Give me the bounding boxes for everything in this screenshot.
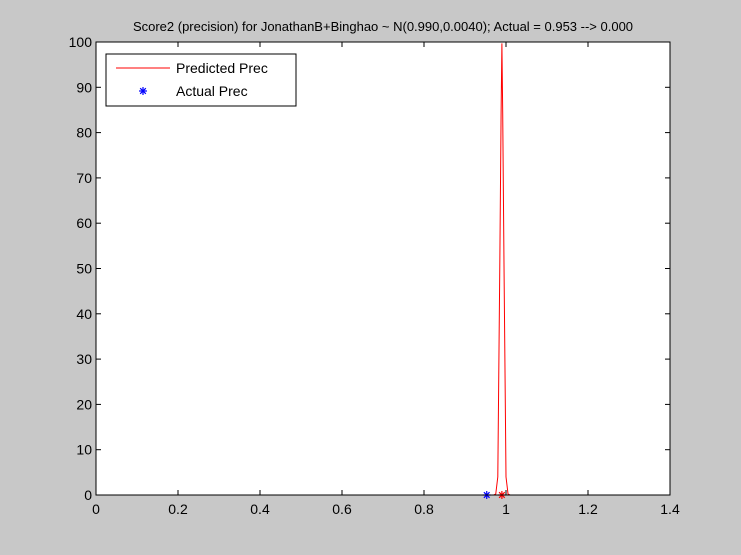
axes-area	[96, 42, 670, 495]
ticks-layer: 0 0.2 0.4 0.6 0.8 1 1.2 1.4 0 10 20 30 40 50 60 70 80 90 1…	[69, 34, 680, 517]
legend-actual-label: Actual Prec	[176, 83, 248, 99]
y-tick-label: 50	[76, 261, 92, 277]
axes-frame	[95, 41, 671, 496]
y-tick-label: 20	[76, 396, 92, 412]
x-tick-label: 0.6	[332, 501, 352, 517]
x-tick-label: 1.2	[578, 501, 598, 517]
y-tick-label: 90	[76, 79, 92, 95]
legend-actual-marker-icon	[139, 87, 147, 95]
predicted-prec-line	[96, 43, 629, 496]
y-tick-label: 100	[69, 34, 93, 50]
chart-title: Score2 (precision) for JonathanB+Binghao…	[133, 19, 633, 34]
y-tick-label: 80	[76, 125, 92, 141]
y-tick-label: 10	[76, 442, 92, 458]
y-tick-label: 0	[84, 487, 92, 503]
legend-actual-star	[139, 87, 147, 95]
x-tick-label: 1.4	[660, 501, 680, 517]
y-tick-label: 40	[76, 306, 92, 322]
x-tick-label: 0.4	[250, 501, 270, 517]
y-tick-label: 30	[76, 351, 92, 367]
x-tick-label: 0.2	[168, 501, 188, 517]
y-tick-label: 70	[76, 170, 92, 186]
x-tick-label: 0	[92, 501, 100, 517]
legend-actual-star-stroke	[139, 87, 147, 95]
x-tick-label: 0.8	[414, 501, 434, 517]
y-tick-label: 60	[76, 215, 92, 231]
legend: Predicted Prec Actual Prec	[105, 53, 297, 107]
x-tick-label: 1	[502, 501, 510, 517]
legend-predicted-label: Predicted Prec	[176, 60, 268, 76]
legend-box	[105, 53, 297, 107]
